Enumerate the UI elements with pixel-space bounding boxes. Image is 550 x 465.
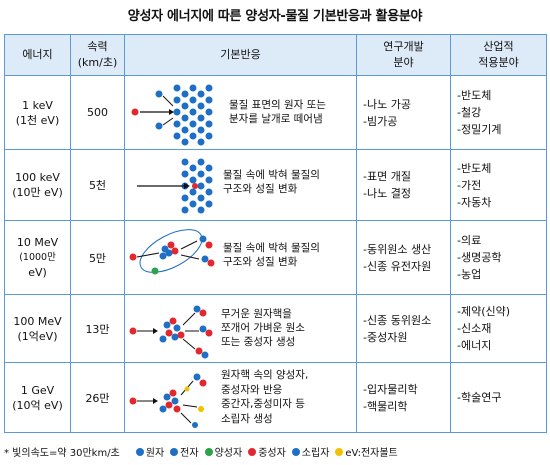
- industry-cell: -학술연구: [450, 362, 547, 433]
- research-cell: -동위원소 생산 -신종 유전자원: [356, 220, 451, 295]
- reaction-text: 원자핵 속의 양성자, 중성자와 반응 중간자,중성미자 등 소립자 생성: [221, 369, 309, 425]
- speed-cell: 26만: [70, 362, 125, 433]
- table-row: 1 GeV (10억 eV) 26만 원자핵 속의 양성자, 중성자와 반응 중간자,: [4, 362, 547, 433]
- atom-dot-icon: [135, 447, 144, 456]
- table-row: 1 keV (1천 eV) 500: [4, 75, 547, 150]
- light-speed-note: * 빛의속도=약 30만km/초: [4, 448, 120, 459]
- page-title: 양성자 에너지에 따른 양성자-물질 기본반응과 활용분야: [127, 9, 423, 24]
- fission-diagram: [129, 305, 213, 359]
- energy-cell: 100 keV (10만 eV): [4, 149, 71, 221]
- legend-label: 전자: [180, 448, 199, 459]
- header-basic: 기본반응: [124, 34, 357, 76]
- header-energy: 에너지: [4, 34, 71, 76]
- nuclear-reaction-diagram: [129, 229, 215, 275]
- speed-cell: 5천: [70, 149, 125, 221]
- header-speed: 속력 (km/초): [70, 34, 125, 76]
- table-row: 10 MeV (1000만 eV) 5만 물질 속에 박혀 물질의 구조와 성질 변화: [4, 220, 547, 295]
- reaction-cell: 원자핵 속의 양성자, 중성자와 반응 중간자,중성미자 등 소립자 생성: [124, 362, 357, 433]
- research-cell: -입자물리학 -핵물리학: [356, 362, 451, 433]
- industry-cell: -반도체 -철강 -정밀기계: [450, 75, 547, 150]
- proton-dot-icon: [204, 447, 213, 456]
- legend-label: eV:전자볼트: [345, 448, 398, 459]
- particle-production-diagram: [129, 373, 207, 428]
- particle-dot-icon: [291, 447, 300, 456]
- legend-footer: * 빛의속도=약 30만km/초 원자 전자 양성자 중성자 소립자 eV:전자…: [4, 444, 546, 459]
- energy-cell: 10 MeV (1000만 eV): [4, 220, 71, 295]
- speed-cell: 13만: [70, 294, 125, 363]
- energy-cell: 1 GeV (10억 eV): [4, 362, 71, 433]
- industry-cell: -제약(신약) -신소재 -에너지: [450, 294, 547, 363]
- ev-dot-icon: [335, 447, 344, 456]
- energy-cell: 100 MeV (1억eV): [4, 294, 71, 363]
- reaction-text: 물질 속에 박혀 물질의 구조와 성질 변화: [223, 169, 320, 195]
- industry-cell: -반도체 -가전 -자동차: [450, 149, 547, 221]
- reaction-cell: 무거운 원자핵을 쪼개어 가벼운 원소 또는 중성자 생성: [124, 294, 357, 363]
- legend-label: 중성자: [258, 448, 286, 459]
- research-cell: -신종 동위원소 -중성자원: [356, 294, 451, 363]
- energy-cell: 1 keV (1천 eV): [4, 75, 71, 150]
- reaction-text: 물질 표면의 원자 또는 분자를 날개로 떼어냄: [229, 99, 326, 125]
- table-row: 100 keV (10만 eV) 5천 물질 속에 박혀 물질의 구조와 성질 변화…: [4, 149, 547, 221]
- header-row: 에너지 속력 (km/초) 기본반응 연구개발 분야 산업적 적용분야: [4, 34, 547, 76]
- industry-cell: -의료 -생명공학 -농업: [450, 220, 547, 295]
- electron-dot-icon: [170, 447, 179, 456]
- legend-label: 소립자: [301, 448, 330, 459]
- neutron-dot-icon: [248, 447, 257, 456]
- legend-label: 원자: [145, 448, 165, 459]
- reaction-text: 물질 속에 박혀 물질의 구조와 성질 변화: [223, 242, 320, 268]
- research-cell: -나노 가공 -빔가공: [356, 75, 451, 150]
- reaction-cell: 물질 속에 박혀 물질의 구조와 성질 변화: [124, 149, 357, 221]
- implantation-diagram: [137, 158, 213, 214]
- reaction-cell: 물질 표면의 원자 또는 분자를 날개로 떼어냄: [124, 75, 357, 150]
- header-industry: 산업적 적용분야: [450, 34, 547, 76]
- reaction-cell: 물질 속에 박혀 물질의 구조와 성질 변화: [124, 220, 357, 295]
- speed-cell: 500: [70, 75, 125, 150]
- header-research: 연구개발 분야: [356, 34, 451, 76]
- speed-cell: 5만: [70, 220, 125, 295]
- reaction-text: 무거운 원자핵을 쪼개어 가벼운 원소 또는 중성자 생성: [221, 308, 305, 348]
- legend-label: 양성자: [214, 448, 243, 459]
- table-row: 100 MeV (1억eV) 13만: [4, 294, 547, 363]
- sputtering-diagram: [131, 84, 213, 146]
- reaction-table: 에너지 속력 (km/초) 기본반응 연구개발 분야 산업적 적용분야 1 ke…: [4, 34, 547, 433]
- research-cell: -표면 개질 -나노 결정: [356, 149, 451, 221]
